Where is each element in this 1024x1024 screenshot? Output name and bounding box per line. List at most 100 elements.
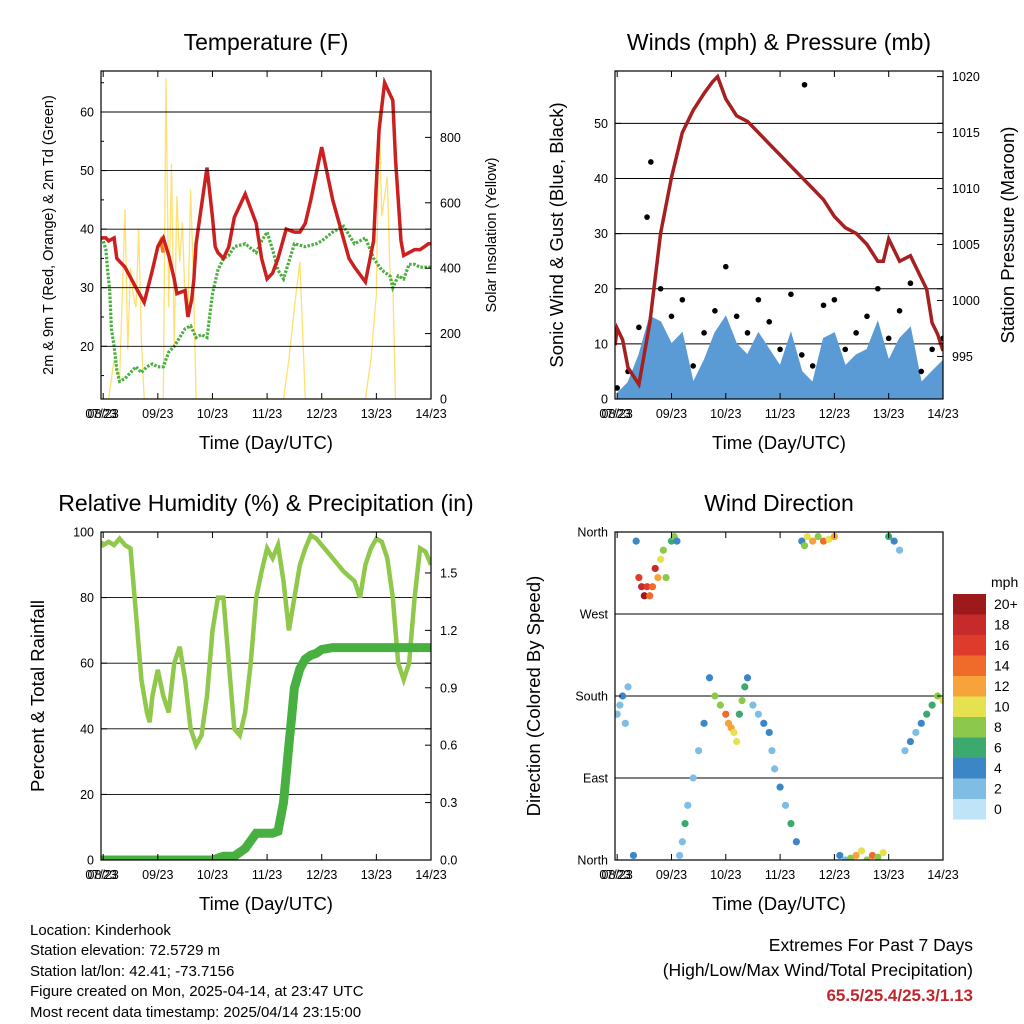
y-tick-label: 40: [594, 172, 608, 186]
gust-point: [712, 307, 718, 314]
x-tick-label: 10/23: [197, 407, 228, 421]
x-tick-label: 13/23: [873, 868, 904, 882]
x-tick-label: 07/23: [599, 868, 630, 882]
x-tick-label: 11/23: [252, 407, 282, 421]
y-tick-label: 30: [80, 281, 94, 295]
direction-point: [738, 696, 746, 705]
direction-point: [648, 583, 657, 591]
legend-label: 18: [994, 617, 1010, 633]
direction-point: [803, 532, 811, 541]
legend-swatch: [953, 614, 986, 635]
direction-point: [809, 537, 817, 545]
x-axis-label: Time (Day/UTC): [199, 432, 333, 453]
legend-label: 14: [994, 658, 1010, 674]
y-axis-label: Direction (Colored By Speed): [523, 576, 544, 817]
direction-point: [781, 801, 790, 809]
y-tick-label: 20: [80, 340, 94, 354]
y2-tick-label: 600: [440, 196, 461, 210]
y2-tick-label: 0.6: [440, 739, 457, 753]
direction-point: [638, 583, 646, 591]
dewpoint-line: [101, 224, 431, 384]
x-axis-label: Time (Day/UTC): [712, 432, 846, 453]
direction-point: [741, 683, 749, 691]
direction-point: [722, 710, 730, 718]
direction-point: [890, 537, 898, 545]
x-tick-label: 14/23: [927, 407, 958, 421]
legend-label: 20+: [994, 596, 1018, 612]
direction-point: [836, 851, 844, 860]
plot-frame: [614, 70, 944, 400]
y2-tick-label: 400: [440, 262, 461, 276]
y2-tick-label: 1020: [952, 70, 980, 84]
sonic-wind-area: [616, 315, 943, 399]
direction-point: [923, 710, 931, 718]
legend-swatch: [953, 696, 986, 717]
x-tick-label: 13/23: [361, 868, 392, 882]
x-tick-label: 08/23: [88, 868, 119, 882]
legend-label: 8: [994, 719, 1002, 735]
x-tick-label: 07/23: [85, 868, 116, 882]
y2-tick-label: 1.2: [440, 624, 457, 638]
gust-point: [744, 330, 751, 336]
x-tick-label: 12/23: [819, 407, 850, 421]
direction-point: [673, 537, 681, 545]
extremes-box: Extremes For Past 7 Days (High/Low/Max W…: [663, 933, 973, 1008]
direction-point: [705, 674, 714, 682]
extremes-title: Extremes For Past 7 Days: [768, 935, 973, 955]
x-tick-label: 12/23: [819, 868, 850, 882]
gust-point: [801, 81, 808, 88]
plot-frame: [100, 70, 432, 400]
direction-point: [857, 847, 866, 855]
x-tick-label: 13/23: [873, 407, 904, 421]
humidity-plot-area: [101, 532, 431, 860]
legend-unit: mph: [991, 574, 1018, 590]
direction-point: [874, 853, 882, 860]
recent-data-text: Most recent data timestamp: 2025/04/14 2…: [30, 1003, 362, 1021]
gust-point: [809, 363, 816, 369]
gust-point: [777, 346, 783, 353]
y2-tick-label: 1.5: [440, 566, 457, 580]
latlon-text: Station lat/lon: 42.41; -73.7156: [30, 962, 235, 980]
panel-title: Temperature (F): [184, 29, 349, 55]
gust-point: [615, 385, 620, 391]
gust-point: [644, 214, 650, 220]
y-tick-label: 40: [80, 722, 94, 736]
y2-axis-label: Solar Insolation (Yellow): [484, 157, 500, 312]
direction-point: [711, 692, 719, 700]
y-tick-label: 20: [80, 788, 94, 802]
y-tick-label: 10: [594, 337, 608, 351]
x-tick-label: 09/23: [656, 407, 687, 421]
direction-point: [939, 696, 943, 705]
gust-point: [679, 296, 686, 303]
legend-label: 4: [994, 760, 1002, 776]
gust-point: [864, 313, 870, 320]
direction-point: [771, 765, 779, 773]
gust-point: [799, 352, 805, 358]
x-tick-label: 10/23: [710, 407, 741, 421]
direction-point: [800, 542, 809, 550]
direction-point: [825, 535, 833, 543]
plot-frame: [100, 531, 432, 861]
direction-point: [841, 856, 849, 860]
x-tick-label: 14/23: [415, 407, 446, 421]
direction-point: [695, 747, 703, 755]
x-tick-label: 13/23: [361, 407, 392, 421]
x-tick-label: 14/23: [927, 868, 958, 882]
y2-tick-label: 1015: [952, 126, 980, 140]
y2-axis-label: Station Pressure (Maroon): [997, 127, 1018, 344]
station-info: Location: Kinderhook Station elevation: …: [30, 921, 364, 1023]
gust-point: [918, 368, 925, 375]
gust-point: [690, 363, 696, 369]
location-text: Location: Kinderhook: [30, 922, 171, 939]
direction-point: [776, 783, 784, 791]
legend-label: 10: [994, 699, 1010, 715]
x-tick-label: 09/23: [142, 407, 173, 421]
direction-point: [646, 592, 654, 600]
gust-point: [766, 319, 773, 325]
direction-point: [684, 801, 692, 809]
y-axis-label: Percent & Total Rainfall: [27, 600, 48, 792]
gust-point: [885, 335, 892, 342]
wind-plot-area: [615, 73, 943, 399]
legend-label: 0: [994, 801, 1002, 817]
